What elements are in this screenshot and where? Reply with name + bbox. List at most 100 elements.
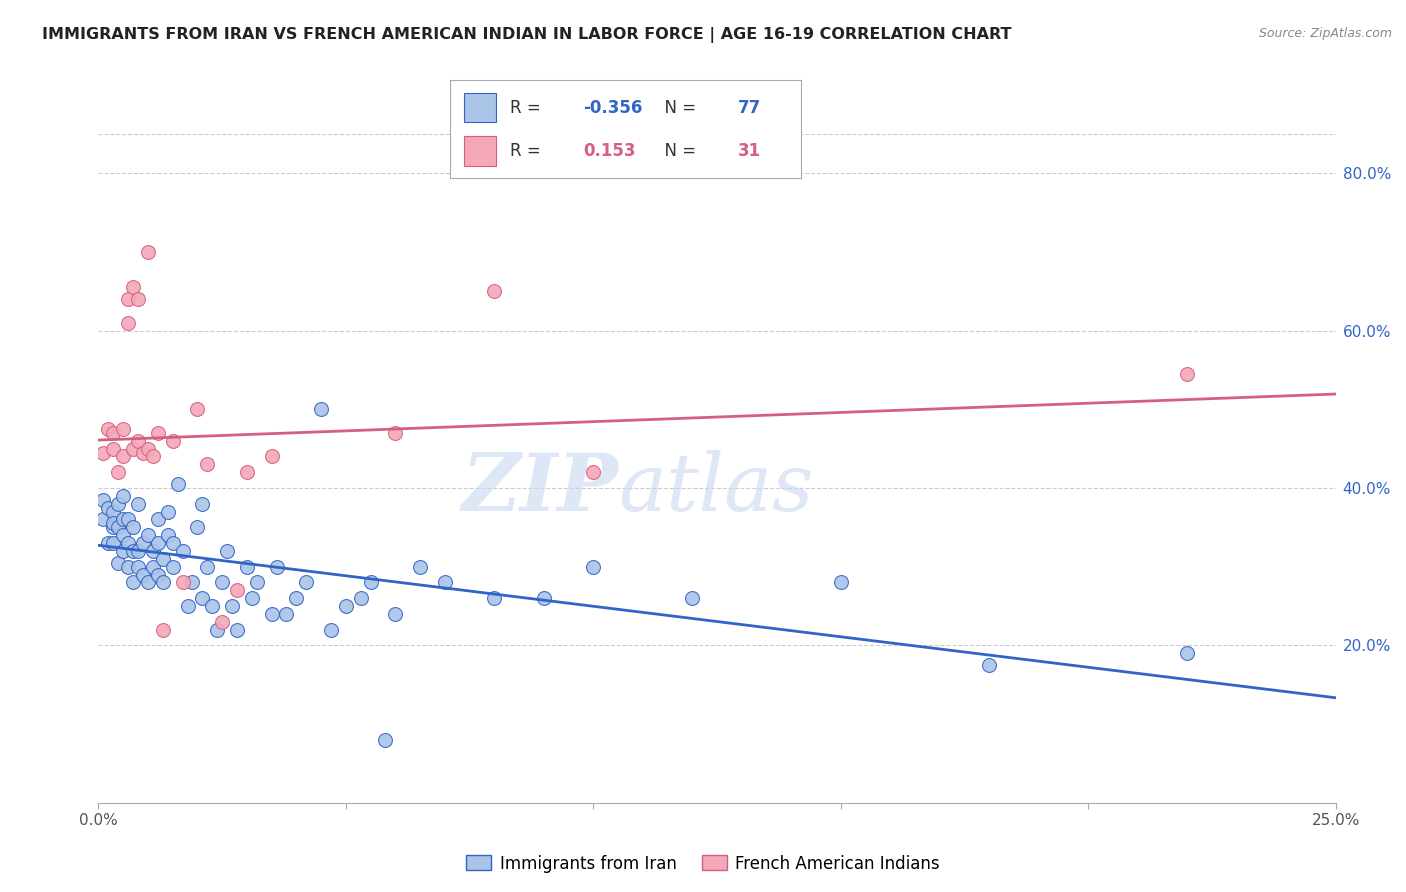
Point [93, 445, 115, 459]
Point [122, 442, 145, 456]
Point [136, 575, 159, 590]
Point [107, 465, 129, 479]
Point [582, 465, 605, 479]
Point [211, 575, 233, 590]
Point [122, 280, 145, 294]
Point [384, 607, 406, 621]
Point [107, 520, 129, 534]
Point [152, 551, 174, 566]
Point [285, 591, 308, 606]
Point [112, 544, 135, 558]
Point [132, 536, 155, 550]
Point [117, 316, 139, 330]
Point [103, 516, 125, 531]
Point [176, 599, 198, 613]
Point [103, 505, 125, 519]
Point [146, 512, 169, 526]
Point [166, 477, 188, 491]
Point [484, 284, 506, 298]
Point [112, 450, 135, 464]
Point [191, 497, 214, 511]
Text: -0.356: -0.356 [583, 99, 643, 117]
Text: Source: ZipAtlas.com: Source: ZipAtlas.com [1258, 27, 1392, 40]
Point [112, 528, 135, 542]
Point [152, 575, 174, 590]
Text: N =: N = [654, 142, 702, 160]
Text: ZIP: ZIP [461, 450, 619, 527]
Point [142, 450, 165, 464]
Point [172, 544, 194, 558]
Point [186, 520, 208, 534]
Point [146, 425, 169, 440]
Point [246, 575, 269, 590]
Point [162, 434, 184, 448]
Point [107, 497, 129, 511]
Point [127, 559, 149, 574]
Point [319, 623, 342, 637]
Point [226, 583, 249, 598]
Point [93, 512, 115, 526]
Point [162, 536, 184, 550]
Point [132, 445, 155, 459]
Point [117, 512, 139, 526]
Point [195, 458, 218, 472]
Point [221, 599, 243, 613]
Point [360, 575, 382, 590]
Point [374, 732, 396, 747]
Text: 77: 77 [738, 99, 762, 117]
Point [112, 512, 135, 526]
Point [295, 575, 318, 590]
Point [103, 520, 125, 534]
Point [384, 425, 406, 440]
Point [117, 559, 139, 574]
Point [156, 528, 179, 542]
Point [97, 536, 120, 550]
Point [217, 544, 239, 558]
Text: 31: 31 [738, 142, 761, 160]
Text: R =: R = [510, 99, 546, 117]
Point [186, 402, 208, 417]
Text: R =: R = [510, 142, 551, 160]
Point [127, 434, 149, 448]
Point [122, 575, 145, 590]
Bar [464, 93, 496, 122]
Point [142, 544, 165, 558]
Legend: Immigrants from Iran, French American Indians: Immigrants from Iran, French American In… [460, 848, 946, 880]
Text: 0.153: 0.153 [583, 142, 636, 160]
Point [162, 559, 184, 574]
Bar [464, 136, 496, 166]
Point [350, 591, 373, 606]
Point [1175, 646, 1198, 660]
Point [103, 442, 125, 456]
Point [127, 292, 149, 306]
Point [156, 505, 179, 519]
Point [211, 615, 233, 629]
Point [152, 623, 174, 637]
Point [181, 575, 204, 590]
Point [146, 567, 169, 582]
Point [226, 623, 249, 637]
Point [97, 500, 120, 515]
Point [260, 607, 283, 621]
Point [195, 559, 218, 574]
Point [136, 442, 159, 456]
Point [112, 422, 135, 436]
Point [191, 591, 214, 606]
Point [127, 497, 149, 511]
Point [582, 559, 605, 574]
Point [146, 536, 169, 550]
Point [136, 244, 159, 259]
Point [93, 492, 115, 507]
Point [142, 559, 165, 574]
Point [276, 607, 298, 621]
Point [136, 528, 159, 542]
Point [122, 544, 145, 558]
Text: atlas: atlas [619, 450, 814, 527]
Point [172, 575, 194, 590]
Point [107, 556, 129, 570]
Point [117, 292, 139, 306]
Text: N =: N = [654, 99, 702, 117]
Point [112, 489, 135, 503]
Point [103, 425, 125, 440]
Point [335, 599, 357, 613]
